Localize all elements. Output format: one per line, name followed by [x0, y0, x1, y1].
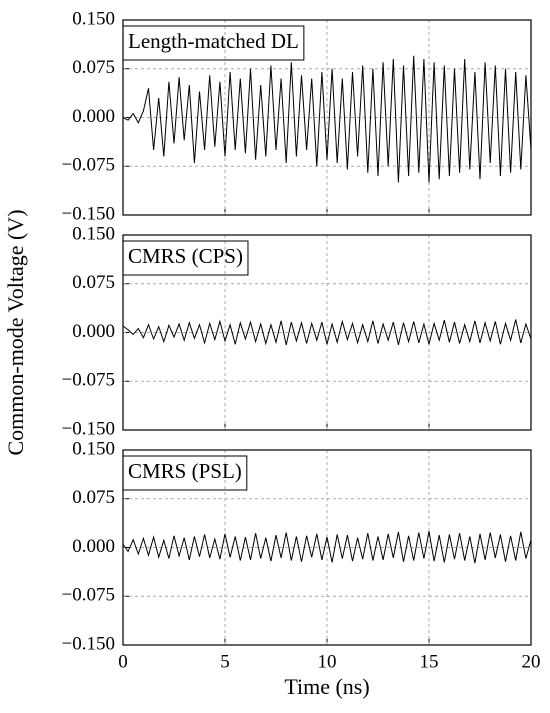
annotation: CMRS (CPS): [128, 244, 243, 268]
plot-frame: [122, 449, 532, 646]
annotation: CMRS (PSL): [128, 459, 242, 483]
signal-line: [122, 55, 532, 183]
y-tick-label: 0.150: [72, 8, 115, 29]
y-tick-label: 0.075: [72, 272, 115, 293]
y-tick-label: 0.000: [72, 321, 115, 342]
x-tick-label: 10: [318, 651, 337, 672]
y-axis-label: Common-mode Voltage (V): [3, 209, 28, 455]
y-tick-label: 0.075: [72, 57, 115, 78]
y-tick-label: 0.000: [72, 106, 115, 127]
plot-frame: [122, 19, 532, 216]
y-tick-label: 0.150: [72, 223, 115, 244]
plot-frame: [122, 234, 532, 431]
x-axis-label: Time (ns): [284, 674, 369, 699]
y-tick-label: 0.150: [72, 438, 115, 459]
annotation: Length-matched DL: [128, 29, 299, 53]
y-tick-label: −0.075: [62, 585, 115, 606]
y-tick-label: −0.150: [62, 633, 115, 654]
annotation-box: [122, 240, 249, 276]
signal-line: [122, 531, 532, 564]
x-tick-label: 15: [420, 651, 439, 672]
x-tick-label: 0: [118, 651, 128, 672]
signal-line: [122, 319, 532, 346]
y-tick-label: 0.000: [72, 536, 115, 557]
annotation-box: [122, 455, 248, 491]
x-tick-label: 5: [220, 651, 230, 672]
x-tick-label: 20: [522, 651, 541, 672]
y-tick-label: −0.150: [62, 418, 115, 439]
y-tick-label: 0.075: [72, 487, 115, 508]
y-tick-label: −0.075: [62, 155, 115, 176]
y-tick-label: −0.075: [62, 370, 115, 391]
annotation-box: [122, 25, 305, 61]
y-tick-label: −0.150: [62, 203, 115, 224]
